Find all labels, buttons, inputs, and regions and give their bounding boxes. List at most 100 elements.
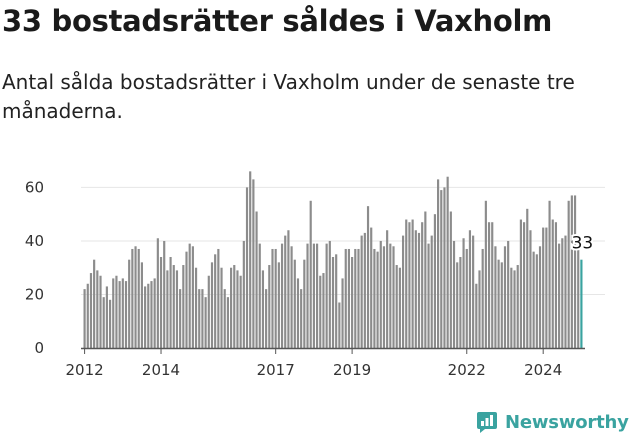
- bar: [338, 302, 341, 348]
- bar: [421, 222, 424, 348]
- bar: [172, 265, 175, 348]
- bar: [169, 257, 172, 348]
- bar: [468, 230, 472, 348]
- bar: [392, 246, 395, 348]
- bar: [144, 286, 147, 348]
- bar: [370, 227, 373, 348]
- bar: [465, 248, 468, 348]
- subtitle: Antal sålda bostadsrätter i Vaxholm unde…: [2, 70, 575, 123]
- bar: [405, 219, 408, 348]
- bar: [427, 243, 430, 348]
- bar: [484, 200, 487, 348]
- bar: [271, 248, 274, 348]
- bar: [497, 259, 500, 348]
- bar: [217, 248, 220, 348]
- bar: [156, 238, 159, 348]
- labels: 0 20 40 60 2012 2014 2017 2019 2022 2024 33: [25, 178, 595, 379]
- bar: [296, 278, 300, 348]
- bar: [210, 262, 214, 348]
- bar-chart-icon: [477, 412, 497, 433]
- bar: [140, 262, 143, 348]
- bar: [115, 275, 118, 348]
- x-tick-label: 2017: [257, 361, 295, 379]
- bar: [179, 289, 182, 348]
- bar: [300, 289, 303, 348]
- bar: [354, 248, 357, 348]
- bar: [395, 265, 398, 348]
- bar: [567, 200, 570, 348]
- bar: [293, 259, 296, 348]
- bar: [538, 246, 542, 348]
- bar: [430, 235, 433, 348]
- bar: [510, 267, 513, 348]
- bar: [233, 265, 236, 348]
- bar: [542, 227, 545, 348]
- bar: [558, 243, 561, 348]
- bar: [201, 289, 204, 348]
- bar: [529, 230, 532, 348]
- bar: [147, 283, 150, 348]
- bar: [535, 254, 538, 348]
- bar: [96, 270, 99, 348]
- bar: [137, 248, 140, 348]
- bar: [204, 297, 207, 348]
- bar: [322, 273, 325, 348]
- bar: [548, 200, 551, 348]
- bar-latest: [580, 259, 583, 348]
- bar: [134, 246, 137, 348]
- bar: [507, 240, 510, 348]
- bar: [328, 240, 331, 348]
- bar: [424, 211, 427, 348]
- bar: [347, 248, 351, 348]
- bar: [478, 270, 481, 348]
- bar: [188, 243, 191, 348]
- bar: [89, 273, 93, 348]
- bar: [83, 289, 86, 348]
- bar: [86, 283, 89, 348]
- bar: [121, 278, 124, 348]
- bar: [459, 257, 462, 348]
- bar: [440, 190, 443, 348]
- bar: [331, 257, 335, 348]
- bars: [83, 171, 583, 348]
- bar: [153, 278, 156, 348]
- bar: [214, 254, 217, 348]
- bar: [280, 243, 284, 348]
- bar: [261, 270, 265, 348]
- bar: [408, 222, 411, 348]
- brand-name: Newsworthy: [505, 411, 629, 433]
- bar: [551, 219, 554, 348]
- bar: [108, 299, 112, 348]
- bar: [236, 270, 239, 348]
- bar: [112, 278, 115, 348]
- bar: [220, 267, 223, 348]
- bar: [255, 211, 258, 348]
- bar: [182, 265, 185, 348]
- bar: [312, 243, 315, 348]
- bar: [570, 195, 573, 348]
- x-axis: [81, 347, 585, 354]
- bar: [99, 275, 102, 348]
- bar: [335, 254, 338, 348]
- bar: [268, 265, 271, 348]
- bar: [93, 259, 96, 348]
- bar: [379, 240, 382, 348]
- bar: [532, 251, 535, 348]
- y-tick-label: 20: [25, 285, 44, 303]
- bar: [102, 297, 105, 348]
- bar: [242, 240, 245, 348]
- bar: [258, 243, 261, 348]
- x-tick-label: 2014: [142, 361, 180, 379]
- bar: [526, 208, 529, 348]
- x-tick-label: 2024: [524, 361, 562, 379]
- bar: [564, 235, 567, 348]
- bar: [360, 235, 363, 348]
- bar: [124, 281, 128, 348]
- bar: [175, 270, 179, 348]
- bar: [417, 232, 421, 348]
- bar: [198, 289, 201, 348]
- bar: [277, 262, 280, 348]
- x-tick-label: 2019: [333, 361, 371, 379]
- newsworthy-logo: Newsworthy: [476, 406, 629, 438]
- bar: [252, 179, 255, 348]
